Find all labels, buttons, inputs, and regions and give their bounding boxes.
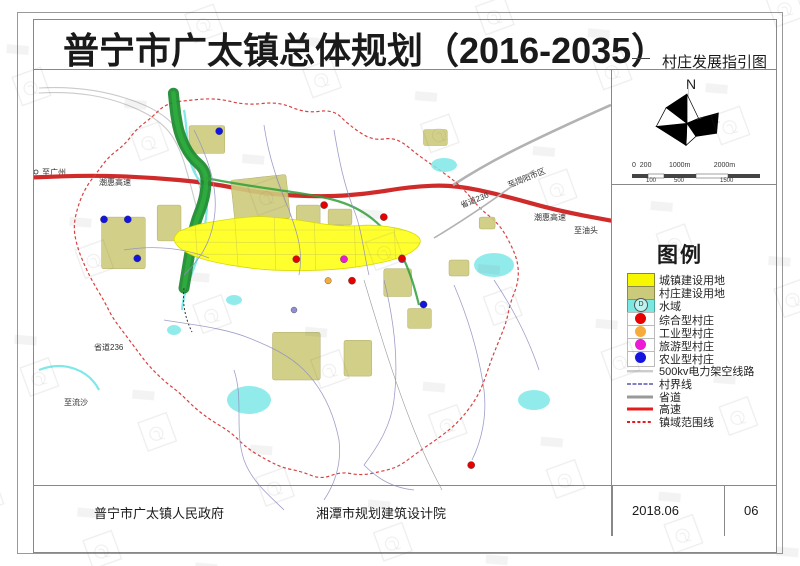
svg-text:潮惠高速: 潮惠高速 <box>534 212 566 222</box>
svg-text:至油头: 至油头 <box>574 225 598 235</box>
svg-text:省道236: 省道236 <box>94 342 124 352</box>
svg-text:至流沙: 至流沙 <box>64 397 88 407</box>
svg-text:省道236: 省道236 <box>459 190 490 210</box>
